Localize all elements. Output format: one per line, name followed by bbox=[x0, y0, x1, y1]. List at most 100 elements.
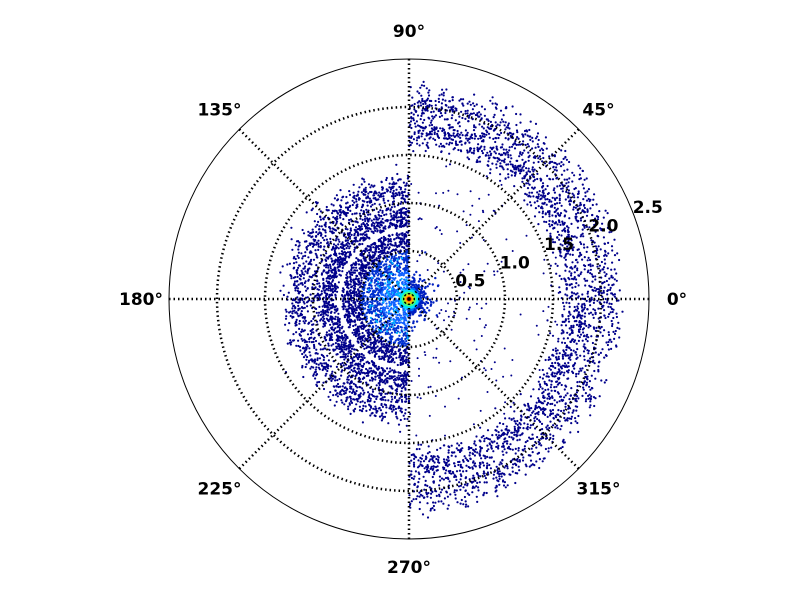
scatter-point bbox=[359, 358, 363, 361]
scatter-point bbox=[538, 155, 541, 158]
scatter-point bbox=[472, 448, 475, 451]
scatter-point bbox=[350, 350, 353, 353]
scatter-point bbox=[584, 392, 588, 395]
scatter-point bbox=[563, 308, 566, 311]
scatter-point bbox=[297, 307, 300, 310]
scatter-point bbox=[536, 406, 539, 409]
scatter-point bbox=[438, 94, 441, 97]
scatter-point bbox=[468, 493, 471, 496]
scatter-point bbox=[342, 330, 345, 333]
scatter-point bbox=[369, 205, 373, 208]
scatter-point bbox=[552, 189, 555, 192]
scatter-point bbox=[490, 456, 493, 459]
scatter-point bbox=[352, 183, 355, 186]
scatter-point bbox=[515, 168, 518, 171]
scatter-point bbox=[361, 407, 365, 410]
scatter-point bbox=[305, 246, 308, 249]
scatter-point bbox=[301, 272, 304, 276]
scatter-point bbox=[504, 137, 507, 140]
scatter-point bbox=[541, 191, 544, 194]
scatter-point bbox=[551, 412, 555, 415]
scatter-point bbox=[322, 218, 325, 221]
scatter-point bbox=[555, 177, 558, 180]
scatter-point bbox=[617, 321, 620, 324]
scatter-point bbox=[555, 385, 558, 388]
scatter-point bbox=[336, 215, 339, 218]
scatter-point bbox=[537, 193, 540, 196]
scatter-point bbox=[557, 409, 560, 412]
scatter-point bbox=[462, 503, 465, 506]
scatter-point bbox=[482, 464, 485, 467]
scatter-point bbox=[470, 112, 474, 115]
scatter-point bbox=[420, 132, 423, 135]
scatter-point bbox=[603, 280, 606, 284]
scatter-point bbox=[477, 474, 480, 477]
scatter-point bbox=[365, 197, 368, 200]
scatter-point bbox=[337, 238, 340, 241]
scatter-point bbox=[341, 270, 344, 273]
scatter-point bbox=[395, 188, 398, 191]
scatter-point bbox=[334, 389, 337, 392]
scatter-point bbox=[331, 370, 334, 373]
scatter-point bbox=[346, 381, 349, 384]
scatter-point bbox=[496, 133, 499, 136]
scatter-point bbox=[375, 221, 378, 224]
scatter-point bbox=[386, 381, 389, 384]
scatter-point bbox=[316, 267, 320, 270]
scatter-point bbox=[531, 136, 534, 139]
scatter-point bbox=[362, 354, 365, 357]
scatter-point bbox=[397, 219, 400, 222]
scatter-point bbox=[351, 203, 354, 207]
scatter-point bbox=[588, 312, 591, 315]
scatter-point bbox=[390, 206, 393, 209]
scatter-point bbox=[548, 223, 551, 226]
scatter-point bbox=[468, 306, 471, 309]
scatter-point bbox=[415, 497, 418, 501]
scatter-point bbox=[495, 163, 498, 166]
scatter-point bbox=[536, 172, 539, 175]
scatter-point bbox=[459, 271, 462, 274]
scatter-point bbox=[514, 481, 517, 485]
scatter-point bbox=[581, 297, 584, 300]
scatter-point bbox=[544, 188, 547, 191]
scatter-point bbox=[423, 467, 426, 470]
scatter-point bbox=[547, 192, 550, 195]
scatter-point bbox=[340, 347, 343, 350]
scatter-point bbox=[565, 190, 568, 193]
scatter-point bbox=[597, 245, 600, 248]
scatter-point bbox=[589, 265, 592, 268]
scatter-point bbox=[560, 409, 563, 413]
scatter-point bbox=[481, 132, 485, 135]
scatter-point bbox=[450, 138, 453, 141]
scatter-point bbox=[583, 178, 586, 181]
scatter-point bbox=[500, 475, 503, 478]
scatter-point bbox=[566, 168, 569, 171]
scatter-point bbox=[339, 255, 342, 258]
scatter-point bbox=[334, 229, 338, 232]
scatter-point bbox=[542, 410, 545, 413]
scatter-point bbox=[535, 446, 538, 449]
scatter-point bbox=[541, 215, 544, 219]
scatter-point bbox=[414, 110, 418, 113]
scatter-point bbox=[360, 237, 363, 240]
scatter-point bbox=[419, 397, 422, 400]
scatter-point bbox=[572, 208, 575, 211]
scatter-point bbox=[554, 221, 558, 224]
scatter-point bbox=[465, 503, 468, 506]
scatter-point bbox=[546, 415, 549, 418]
scatter-point bbox=[394, 407, 397, 410]
scatter-point bbox=[443, 118, 446, 121]
scatter-point bbox=[495, 166, 498, 169]
scatter-point bbox=[593, 327, 596, 330]
scatter-point bbox=[549, 409, 552, 412]
scatter-point bbox=[496, 270, 499, 273]
scatter-point bbox=[547, 388, 550, 391]
scatter-point bbox=[491, 102, 494, 105]
scatter-point bbox=[519, 121, 522, 124]
scatter-point bbox=[385, 178, 388, 182]
scatter-point bbox=[508, 149, 511, 152]
scatter-point bbox=[507, 163, 510, 166]
scatter-point bbox=[610, 230, 613, 233]
scatter-point bbox=[312, 374, 315, 377]
scatter-point bbox=[535, 460, 538, 463]
